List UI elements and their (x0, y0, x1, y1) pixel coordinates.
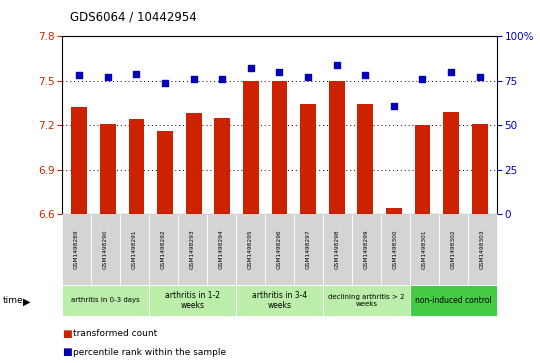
Text: GSM1498292: GSM1498292 (161, 230, 166, 269)
Bar (272, 81, 287, 214)
Point (75, 73, 84, 78)
Point (218, 76, 227, 82)
Text: GSM1498291: GSM1498291 (132, 230, 137, 269)
Bar (300, 105, 316, 214)
Point (447, 69, 455, 75)
Point (303, 74, 312, 80)
Text: ▶: ▶ (23, 297, 30, 307)
Point (190, 76, 198, 82)
Point (275, 69, 284, 75)
Point (247, 65, 255, 71)
Text: GSM1498294: GSM1498294 (219, 230, 224, 269)
Bar (129, 119, 144, 214)
Text: arthritis in 3-4
weeks: arthritis in 3-4 weeks (252, 291, 307, 310)
Text: GSM1498302: GSM1498302 (451, 230, 456, 269)
Text: GSM1498298: GSM1498298 (335, 230, 340, 269)
Text: GSM1498289: GSM1498289 (74, 230, 79, 269)
Text: GSM1498296: GSM1498296 (277, 230, 282, 269)
Text: arthritis in 1-2
weeks: arthritis in 1-2 weeks (165, 291, 220, 310)
Text: time: time (3, 296, 23, 305)
Text: GSM1498301: GSM1498301 (422, 230, 427, 269)
Point (132, 71, 141, 77)
Text: GSM1498303: GSM1498303 (480, 230, 485, 269)
Text: GSM1498293: GSM1498293 (190, 230, 195, 269)
Text: declining arthritis > 2
weeks: declining arthritis > 2 weeks (328, 294, 404, 307)
Text: ■: ■ (62, 347, 72, 357)
Text: GSM1498297: GSM1498297 (306, 230, 311, 269)
Text: GSM1498290: GSM1498290 (103, 230, 108, 269)
Point (475, 74, 484, 80)
Text: transformed count: transformed count (73, 330, 157, 338)
Point (361, 73, 369, 78)
Bar (214, 118, 230, 214)
Bar (472, 124, 488, 214)
Text: GDS6064 / 10442954: GDS6064 / 10442954 (70, 11, 197, 24)
Point (332, 62, 341, 68)
Bar (415, 125, 430, 214)
Text: arthritis in 0-3 days: arthritis in 0-3 days (71, 297, 140, 303)
Bar (357, 105, 373, 214)
Bar (386, 208, 402, 214)
Text: non-induced control: non-induced control (415, 296, 492, 305)
Point (104, 74, 112, 80)
Text: ■: ■ (62, 329, 72, 339)
Text: GSM1498295: GSM1498295 (248, 230, 253, 269)
Text: GSM1498299: GSM1498299 (364, 230, 369, 269)
Bar (100, 124, 116, 214)
Text: percentile rank within the sample: percentile rank within the sample (73, 348, 226, 356)
Bar (186, 113, 201, 214)
Bar (443, 112, 459, 214)
Bar (71, 107, 87, 214)
Text: GSM1498300: GSM1498300 (393, 230, 398, 269)
Point (418, 76, 427, 82)
Point (161, 79, 170, 85)
Bar (329, 81, 345, 214)
Bar (157, 131, 173, 214)
Point (389, 103, 398, 109)
Bar (243, 81, 259, 214)
